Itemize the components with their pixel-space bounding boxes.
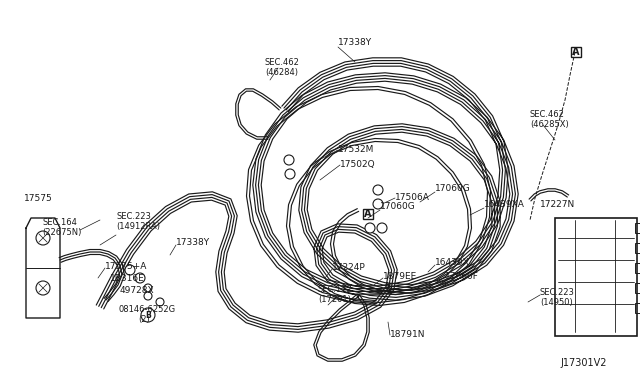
Text: SEC.462: SEC.462 (530, 110, 565, 119)
Text: A: A (364, 209, 372, 219)
Circle shape (36, 231, 50, 245)
Text: (46285X): (46285X) (530, 120, 569, 129)
Circle shape (135, 273, 145, 283)
Text: 17338Y: 17338Y (176, 238, 210, 247)
Text: 17227N: 17227N (540, 200, 575, 209)
Text: 17575+A: 17575+A (105, 262, 147, 271)
Text: SEC.223: SEC.223 (116, 212, 151, 221)
Circle shape (365, 223, 375, 233)
Text: SEC.172: SEC.172 (318, 285, 353, 294)
Text: 17060G: 17060G (380, 202, 416, 211)
Circle shape (377, 223, 387, 233)
Text: 16439XA: 16439XA (484, 200, 525, 209)
Circle shape (284, 155, 294, 165)
Text: 17532M: 17532M (338, 145, 374, 154)
Bar (635, 263, 640, 273)
Text: SEC.462: SEC.462 (265, 58, 300, 67)
Text: 17060G: 17060G (435, 184, 471, 193)
Circle shape (373, 199, 383, 209)
Text: 17575: 17575 (24, 194, 52, 203)
Bar (363, 209, 373, 219)
Text: 08146-6252G: 08146-6252G (118, 305, 175, 314)
Circle shape (144, 284, 152, 292)
Circle shape (36, 281, 50, 295)
Text: B: B (145, 311, 151, 320)
Text: 1879EE: 1879EE (383, 272, 417, 281)
Text: (22675N): (22675N) (42, 228, 81, 237)
Text: 18791N: 18791N (390, 330, 426, 339)
Text: 1B316E: 1B316E (110, 274, 145, 283)
Text: 49728X: 49728X (120, 286, 155, 295)
Circle shape (141, 308, 155, 322)
Bar (635, 283, 640, 293)
Text: (14912RA): (14912RA) (116, 222, 160, 231)
Circle shape (285, 169, 295, 179)
Text: 17506A: 17506A (395, 193, 430, 202)
Text: (2): (2) (138, 315, 150, 324)
Bar (635, 243, 640, 253)
Text: (46284): (46284) (265, 68, 298, 77)
Text: 17502Q: 17502Q (340, 160, 376, 169)
Circle shape (156, 298, 164, 306)
Text: 17224P: 17224P (332, 263, 365, 272)
Bar (635, 303, 640, 313)
Text: SEC.164: SEC.164 (42, 218, 77, 227)
Text: 17060F: 17060F (445, 272, 479, 281)
Text: 17338Y: 17338Y (338, 38, 372, 47)
Text: A: A (572, 47, 580, 57)
Text: SEC.223: SEC.223 (540, 288, 575, 297)
Bar (635, 223, 640, 233)
Text: J17301V2: J17301V2 (560, 358, 607, 368)
Text: (14950): (14950) (540, 298, 573, 307)
Circle shape (144, 292, 152, 300)
Circle shape (125, 265, 135, 275)
Text: 16439X: 16439X (435, 258, 470, 267)
Bar (555, 218, 637, 336)
Text: (17201): (17201) (318, 295, 351, 304)
Circle shape (373, 185, 383, 195)
Bar (571, 47, 581, 57)
